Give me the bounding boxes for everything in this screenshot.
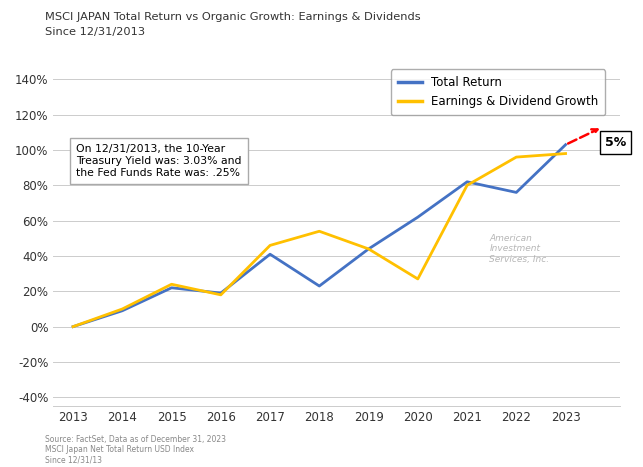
Text: Source: FactSet, Data as of December 31, 2023
MSCI Japan Net Total Return USD In: Source: FactSet, Data as of December 31,… [45, 435, 226, 465]
Text: On 12/31/2013, the 10-Year
Treasury Yield was: 3.03% and
the Fed Funds Rate was:: On 12/31/2013, the 10-Year Treasury Yiel… [76, 144, 242, 177]
Text: 5%: 5% [605, 136, 626, 149]
Text: American
Investment
Services, Inc.: American Investment Services, Inc. [489, 234, 550, 264]
Text: Since 12/31/2013: Since 12/31/2013 [45, 27, 145, 37]
Legend: Total Return, Earnings & Dividend Growth: Total Return, Earnings & Dividend Growth [391, 69, 605, 115]
Text: MSCI JAPAN Total Return vs Organic Growth: Earnings & Dividends: MSCI JAPAN Total Return vs Organic Growt… [45, 12, 421, 21]
